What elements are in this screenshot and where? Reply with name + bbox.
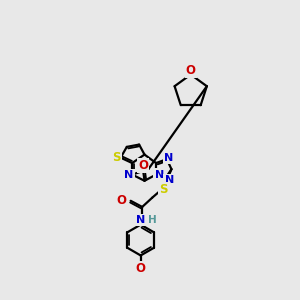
Text: S: S xyxy=(112,151,121,164)
Text: S: S xyxy=(160,183,168,196)
Text: O: O xyxy=(117,194,127,207)
Text: N: N xyxy=(164,175,174,185)
Text: N: N xyxy=(136,215,145,225)
Text: N: N xyxy=(154,169,164,180)
Text: O: O xyxy=(136,262,146,275)
Text: O: O xyxy=(186,64,196,77)
Text: N: N xyxy=(164,153,173,163)
Text: N: N xyxy=(124,170,134,180)
Text: H: H xyxy=(148,215,157,225)
Text: O: O xyxy=(138,159,148,172)
